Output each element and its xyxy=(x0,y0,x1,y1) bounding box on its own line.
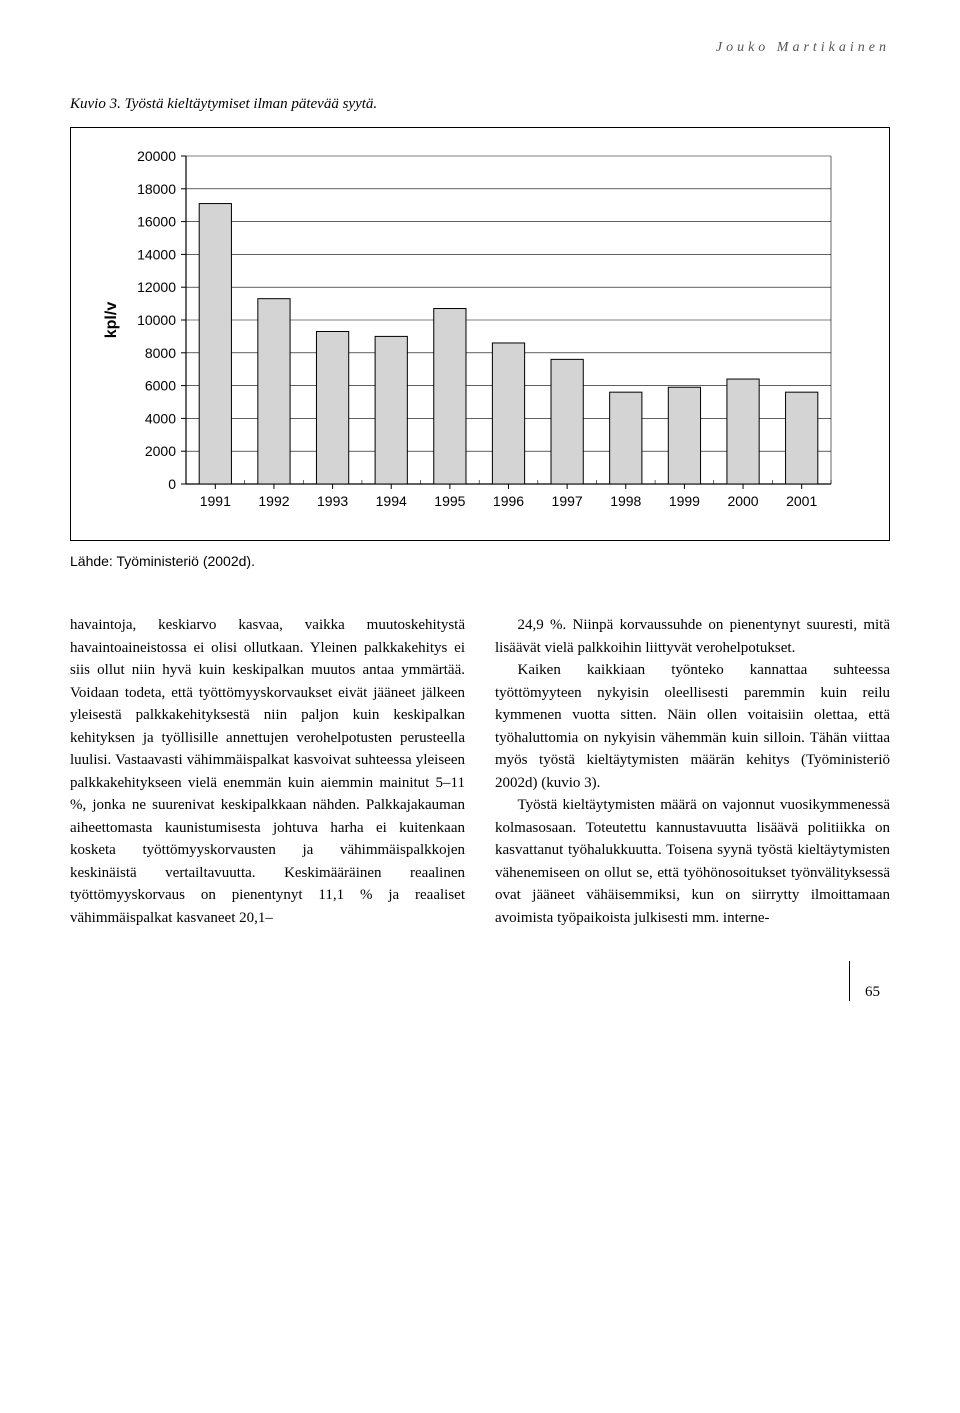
svg-text:12000: 12000 xyxy=(137,279,176,295)
bar-chart: 0 2000 4000 6000 8000 10000 12000 14000 16000 180… xyxy=(91,146,851,516)
svg-text:14000: 14000 xyxy=(137,246,176,262)
svg-text:2001: 2001 xyxy=(786,493,817,509)
svg-text:1999: 1999 xyxy=(669,493,700,509)
svg-text:1992: 1992 xyxy=(258,493,289,509)
svg-text:6000: 6000 xyxy=(145,378,176,394)
svg-text:1991: 1991 xyxy=(200,493,231,509)
chart-container: 0 2000 4000 6000 8000 10000 12000 14000 16000 180… xyxy=(70,127,890,541)
body-text: havaintoja, keskiarvo kasvaa, vaikka muu… xyxy=(70,614,890,929)
paragraph: Työstä kieltäytymisten määrä on vajonnut… xyxy=(495,794,890,929)
svg-text:4000: 4000 xyxy=(145,410,176,426)
svg-text:18000: 18000 xyxy=(137,181,176,197)
svg-text:1997: 1997 xyxy=(552,493,583,509)
svg-text:16000: 16000 xyxy=(137,214,176,230)
svg-text:2000: 2000 xyxy=(145,443,176,459)
figure-caption: Kuvio 3. Työstä kieltäytymiset ilman pät… xyxy=(70,96,890,113)
svg-text:8000: 8000 xyxy=(145,345,176,361)
page-number: 65 xyxy=(70,984,890,1001)
svg-text:1995: 1995 xyxy=(434,493,465,509)
author-header: Jouko Martikainen xyxy=(70,40,890,56)
svg-text:1994: 1994 xyxy=(376,493,407,509)
svg-text:1998: 1998 xyxy=(610,493,641,509)
paragraph: Kaiken kaikkiaan työnteko kannattaa suht… xyxy=(495,659,890,794)
svg-text:1996: 1996 xyxy=(493,493,524,509)
svg-text:20000: 20000 xyxy=(137,148,176,164)
svg-text:2000: 2000 xyxy=(727,493,758,509)
chart-source: Lähde: Työministeriö (2002d). xyxy=(70,553,890,569)
svg-text:10000: 10000 xyxy=(137,312,176,328)
svg-text:0: 0 xyxy=(168,476,176,492)
svg-text:kpl/v: kpl/v xyxy=(103,302,120,339)
paragraph: 24,9 %. Niinpä korvaussuhde on pienentyn… xyxy=(495,614,890,659)
paragraph: havaintoja, keskiarvo kasvaa, vaikka muu… xyxy=(70,614,465,929)
svg-text:1993: 1993 xyxy=(317,493,348,509)
